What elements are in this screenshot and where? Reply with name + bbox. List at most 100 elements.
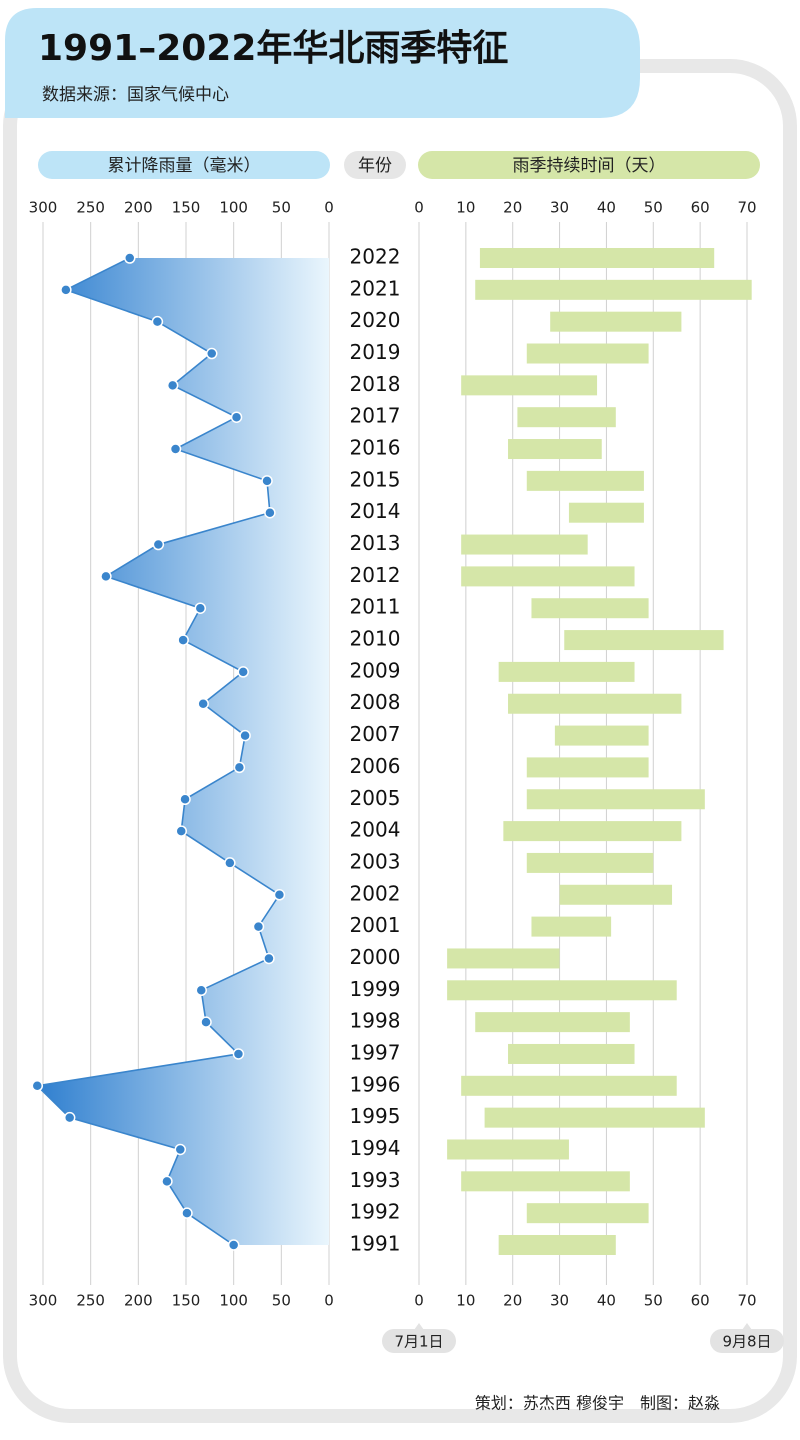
year-label: 1999	[350, 977, 401, 1001]
x-tick-label: 40	[597, 199, 616, 217]
point	[175, 825, 187, 837]
year-header-text: 年份	[358, 156, 392, 176]
x-tick-label: 150	[172, 199, 201, 217]
point	[263, 952, 275, 965]
x-tick-label: 70	[737, 1292, 756, 1310]
bar	[498, 1235, 616, 1255]
year-label: 2021	[350, 276, 401, 300]
year-label: 2018	[350, 372, 401, 396]
point	[200, 1016, 212, 1028]
point	[31, 1080, 44, 1092]
title: 1991–2022年华北雨季特征	[38, 28, 508, 69]
year-header	[344, 151, 406, 179]
year-label: 2005	[350, 786, 401, 810]
year-label: 1997	[350, 1040, 401, 1064]
bar	[461, 1171, 630, 1192]
x-tick-label: 50	[644, 199, 663, 217]
bar	[447, 948, 560, 969]
bar	[447, 1139, 569, 1160]
point	[273, 889, 286, 901]
area	[37, 258, 329, 1245]
bar	[531, 916, 612, 937]
year-label: 2002	[350, 881, 401, 905]
x-tick-label: 300	[29, 199, 58, 217]
source: 数据来源：国家气候中心	[42, 85, 229, 105]
bar	[559, 884, 673, 905]
point	[194, 602, 207, 614]
point	[224, 857, 236, 869]
x-tick-label: 100	[219, 1292, 248, 1310]
point	[174, 1143, 187, 1156]
x-tick-label: 60	[691, 1292, 710, 1310]
point	[60, 284, 72, 296]
x-tick-label: 200	[124, 199, 153, 217]
point	[151, 315, 164, 328]
bar	[475, 279, 752, 300]
x-tick-label: 50	[644, 1292, 663, 1310]
x-tick-label: 0	[414, 1292, 424, 1310]
x-tick-label: 250	[76, 1292, 105, 1310]
year-label: 2006	[350, 754, 401, 778]
bar	[484, 1107, 705, 1128]
bar	[526, 852, 654, 873]
bar	[475, 1012, 630, 1033]
bar	[568, 502, 644, 523]
year-label: 2020	[350, 308, 401, 332]
year-label: 2019	[350, 340, 401, 364]
bar	[526, 343, 649, 364]
annotation-pointer	[742, 1323, 752, 1330]
bar	[554, 725, 649, 746]
x-tick-label: 0	[324, 199, 334, 217]
year-label: 1992	[350, 1200, 401, 1224]
year-label: 2010	[350, 627, 401, 651]
bar	[531, 598, 649, 619]
title-box	[5, 8, 640, 118]
x-tick-label: 40	[597, 1292, 616, 1310]
x-tick-label: 0	[324, 1292, 334, 1310]
bar	[564, 630, 724, 651]
point	[124, 252, 136, 264]
point	[197, 697, 209, 710]
left-header	[38, 151, 330, 179]
year-label: 1993	[350, 1168, 401, 1192]
year-label: 2008	[350, 690, 401, 714]
point	[261, 475, 273, 487]
year-label: 2000	[350, 945, 401, 969]
annotation: 9月8日	[722, 1333, 771, 1351]
point	[233, 761, 246, 774]
x-tick-label: 70	[737, 199, 756, 217]
point	[230, 411, 243, 423]
x-tick-label: 20	[503, 1292, 522, 1310]
year-label: 1991	[350, 1232, 401, 1256]
x-tick-label: 10	[456, 199, 475, 217]
point	[169, 443, 182, 455]
point	[195, 984, 208, 997]
right-header	[418, 151, 760, 179]
year-label: 2001	[350, 913, 401, 937]
year-label: 2022	[350, 245, 401, 269]
bar	[550, 311, 682, 332]
x-tick-label: 300	[29, 1292, 58, 1310]
x-tick-label: 50	[272, 199, 291, 217]
x-tick-label: 20	[503, 199, 522, 217]
x-tick-label: 150	[172, 1292, 201, 1310]
point	[179, 793, 191, 806]
x-tick-label: 200	[124, 1292, 153, 1310]
right-title: 雨季持续时间（天）	[513, 156, 666, 176]
point	[166, 379, 179, 392]
year-label: 1994	[350, 1136, 401, 1160]
year-label: 2012	[350, 563, 401, 587]
point	[205, 347, 218, 360]
left-title: 累计降雨量（毫米）	[108, 156, 261, 176]
point	[152, 538, 165, 551]
bar	[461, 534, 588, 555]
year-label: 1996	[350, 1072, 401, 1096]
point	[232, 1048, 245, 1060]
point	[181, 1207, 193, 1219]
annotation-box	[382, 1329, 456, 1353]
bar	[508, 1043, 635, 1064]
line	[35, 257, 281, 1246]
year-label: 2017	[350, 404, 401, 428]
x-tick-label: 10	[456, 1292, 475, 1310]
